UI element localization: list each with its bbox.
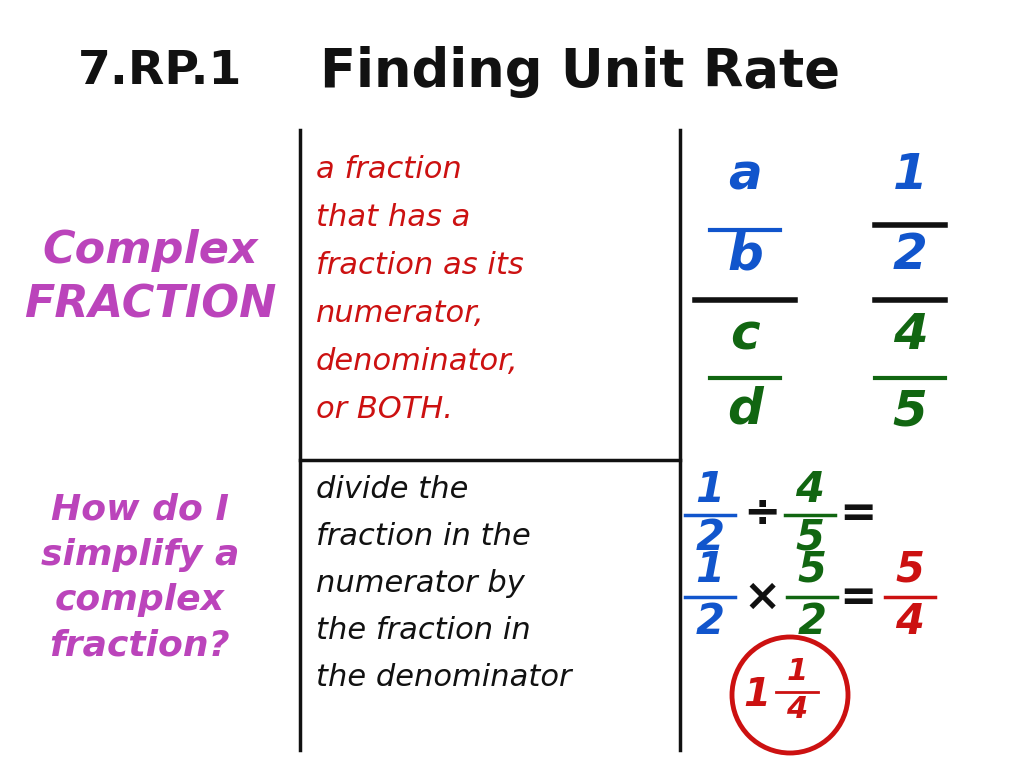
Text: the denominator: the denominator	[316, 663, 571, 692]
Text: Complex: Complex	[42, 229, 258, 272]
Text: =: =	[840, 575, 877, 618]
Text: denominator,: denominator,	[316, 347, 518, 376]
Text: a: a	[728, 151, 762, 199]
Text: fraction?: fraction?	[50, 628, 230, 662]
Text: 1: 1	[743, 676, 770, 714]
Text: d: d	[727, 386, 763, 434]
Text: the fraction in: the fraction in	[316, 616, 530, 645]
Text: 2: 2	[893, 231, 928, 279]
Text: 5: 5	[893, 388, 928, 436]
Text: 2: 2	[695, 517, 725, 559]
Text: 4: 4	[796, 469, 824, 511]
Text: ×: ×	[743, 575, 780, 618]
Text: c: c	[730, 311, 760, 359]
Text: that has a: that has a	[316, 203, 470, 232]
Text: 2: 2	[695, 601, 725, 643]
Text: =: =	[840, 492, 877, 535]
Text: fraction in the: fraction in the	[316, 522, 530, 551]
Text: FRACTION: FRACTION	[24, 283, 276, 326]
Text: 1: 1	[695, 549, 725, 591]
Text: 5: 5	[896, 549, 925, 591]
Text: ÷: ÷	[743, 492, 780, 535]
Text: numerator by: numerator by	[316, 569, 524, 598]
Text: 1: 1	[786, 657, 808, 687]
Text: fraction as its: fraction as its	[316, 251, 523, 280]
Text: 4: 4	[786, 696, 808, 724]
Text: 1: 1	[695, 469, 725, 511]
Text: numerator,: numerator,	[316, 299, 484, 328]
Text: 1: 1	[893, 151, 928, 199]
Text: a fraction: a fraction	[316, 155, 462, 184]
Text: simplify a: simplify a	[41, 538, 240, 572]
Text: complex: complex	[55, 583, 225, 617]
Text: or BOTH.: or BOTH.	[316, 395, 453, 424]
Text: 4: 4	[896, 601, 925, 643]
Text: 7.RP.1: 7.RP.1	[78, 49, 243, 94]
Text: 4: 4	[893, 311, 928, 359]
Text: 2: 2	[798, 601, 826, 643]
Text: Finding Unit Rate: Finding Unit Rate	[319, 46, 840, 98]
Text: 5: 5	[796, 517, 824, 559]
Text: divide the: divide the	[316, 475, 468, 504]
Text: b: b	[727, 231, 763, 279]
Text: 5: 5	[798, 549, 826, 591]
Text: How do I: How do I	[51, 493, 229, 527]
